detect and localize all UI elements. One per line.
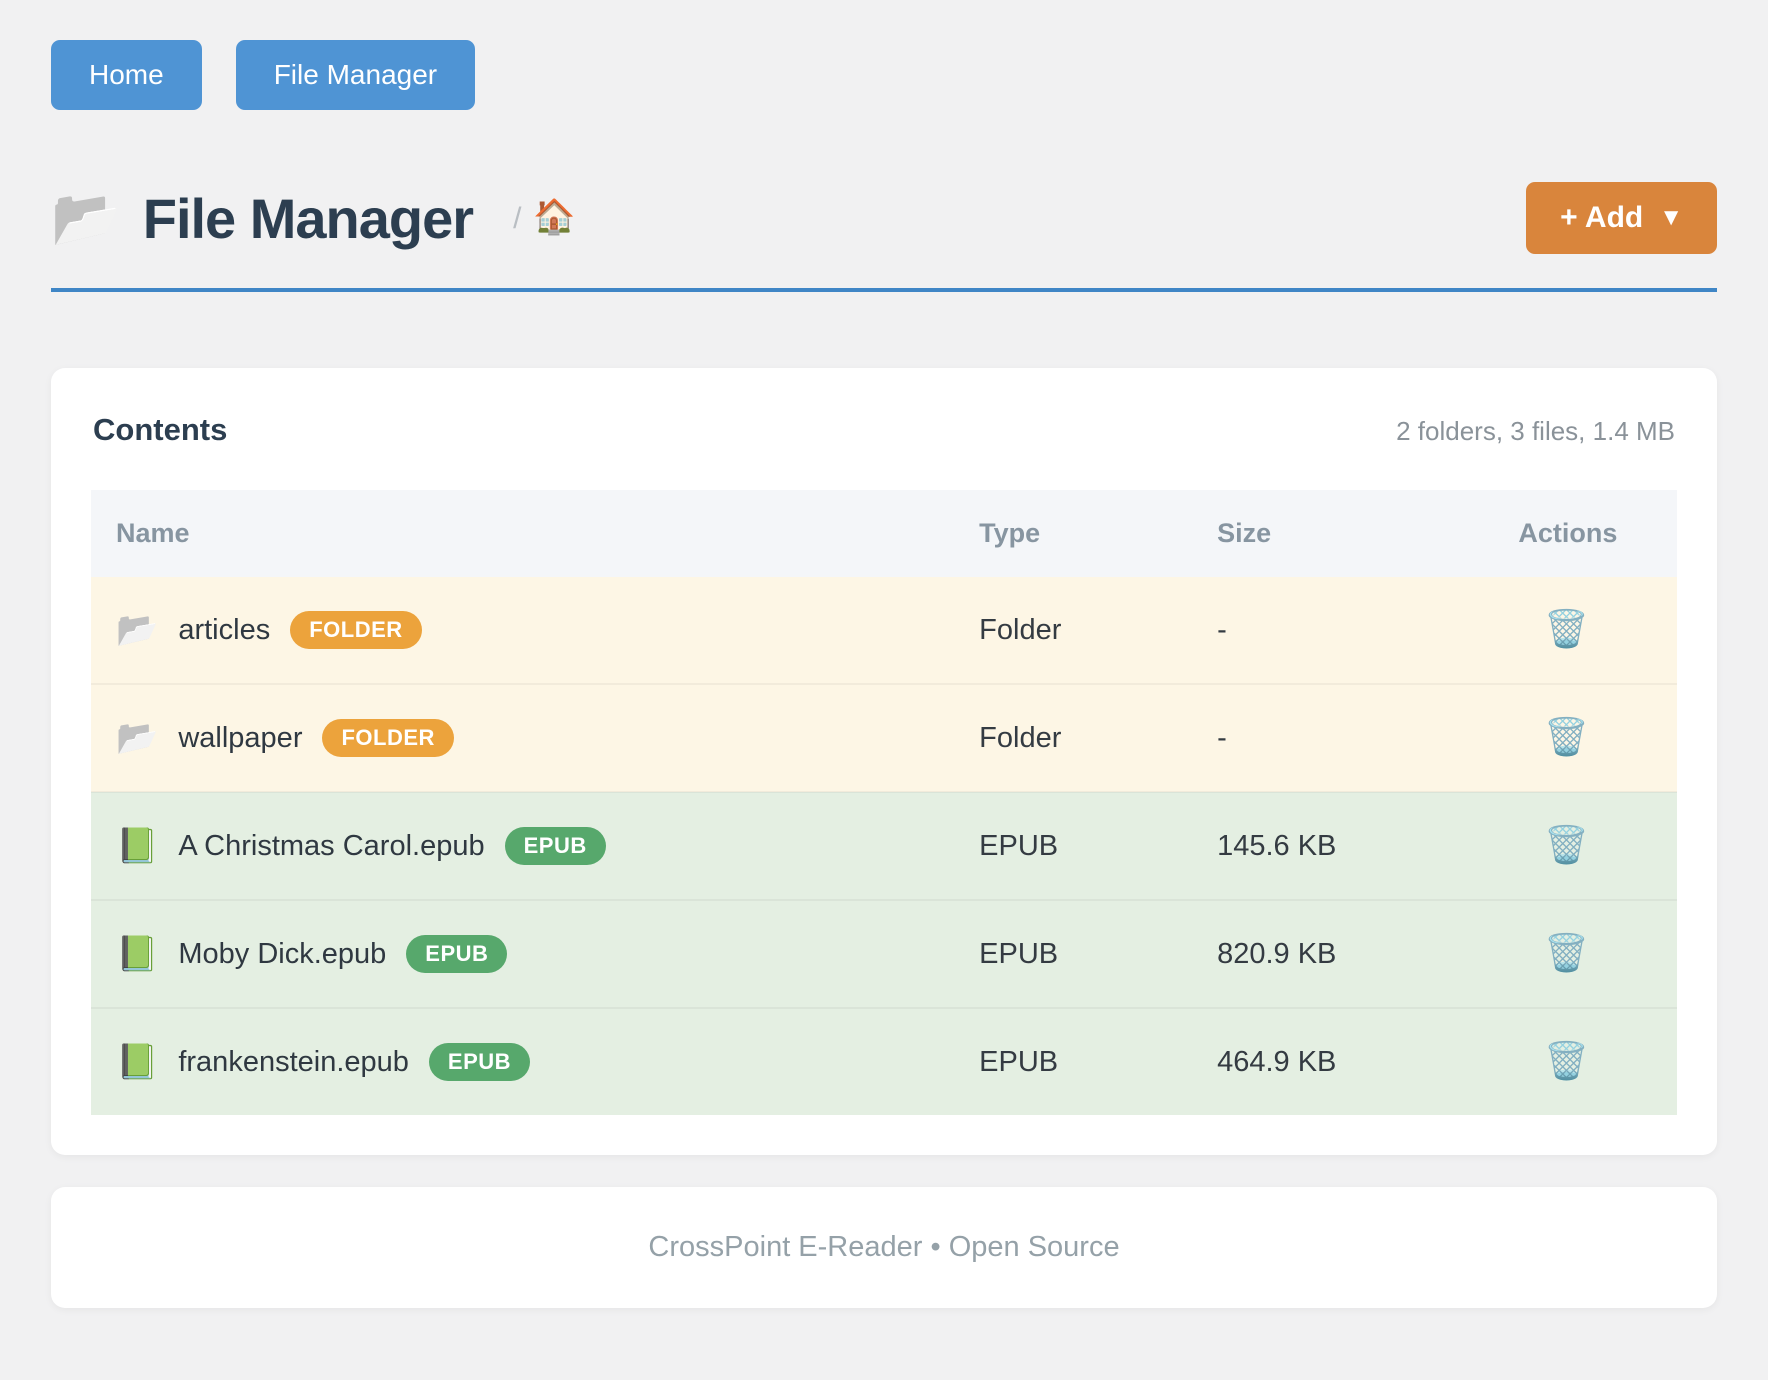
type-badge: EPUB — [428, 1043, 531, 1081]
item-type: Folder — [979, 683, 1218, 792]
breadcrumb-separator: / — [513, 202, 522, 235]
column-header-size: Size — [1217, 490, 1519, 577]
item-size: 820.9 KB — [1217, 899, 1519, 1008]
item-size: - — [1217, 683, 1519, 792]
breadcrumb: / 🏠 — [513, 200, 576, 236]
delete-button[interactable]: 🗑️ — [1544, 611, 1589, 647]
item-name-link[interactable]: Moby Dick.epub — [178, 937, 387, 970]
book-icon: 📗 — [116, 827, 159, 865]
delete-button[interactable]: 🗑️ — [1544, 827, 1589, 863]
table-header-row: Name Type Size Actions — [91, 490, 1677, 577]
column-header-type: Type — [979, 490, 1218, 577]
table-row: 📂 wallpaper FOLDER Folder - 🗑️ — [91, 683, 1677, 792]
delete-button[interactable]: 🗑️ — [1544, 1043, 1589, 1079]
item-name-link[interactable]: articles — [178, 613, 271, 646]
item-type: Folder — [979, 577, 1218, 684]
item-type: EPUB — [979, 791, 1218, 900]
page-title: File Manager — [142, 186, 474, 250]
item-name-link[interactable]: wallpaper — [178, 721, 303, 754]
footer: CrossPoint E-Reader • Open Source — [51, 1187, 1717, 1308]
item-name-link[interactable]: frankenstein.epub — [178, 1045, 409, 1078]
title-divider — [51, 288, 1717, 292]
page-header: 📂 File Manager / 🏠 + Add ▼ — [51, 182, 1717, 254]
item-size: 464.9 KB — [1217, 1007, 1519, 1115]
contents-summary: 2 folders, 3 files, 1.4 MB — [1396, 416, 1675, 446]
trash-icon: 🗑️ — [1544, 1040, 1590, 1081]
contents-heading: Contents — [93, 412, 228, 447]
book-icon: 📗 — [116, 1043, 159, 1081]
item-name-link[interactable]: A Christmas Carol.epub — [178, 829, 485, 862]
table-row: 📗 Moby Dick.epub EPUB EPUB 820.9 KB 🗑️ — [91, 899, 1677, 1008]
table-row: 📗 frankenstein.epub EPUB EPUB 464.9 KB 🗑… — [91, 1007, 1677, 1115]
add-button-label: + Add — [1560, 201, 1644, 234]
folder-icon: 📂 — [116, 719, 159, 757]
folder-icon: 📂 — [116, 611, 159, 649]
item-size: 145.6 KB — [1217, 791, 1519, 900]
chevron-down-icon: ▼ — [1659, 204, 1683, 231]
column-header-name: Name — [91, 490, 980, 577]
trash-icon: 🗑️ — [1544, 716, 1590, 757]
item-type: EPUB — [979, 899, 1218, 1008]
item-type: EPUB — [979, 1007, 1218, 1115]
file-manager-button[interactable]: File Manager — [235, 40, 476, 110]
page-title-group: 📂 File Manager / 🏠 — [51, 186, 576, 251]
delete-button[interactable]: 🗑️ — [1544, 719, 1589, 755]
contents-header: Contents 2 folders, 3 files, 1.4 MB — [91, 412, 1677, 448]
type-badge: EPUB — [406, 935, 508, 973]
trash-icon: 🗑️ — [1544, 608, 1590, 649]
top-nav: Home File Manager — [51, 40, 1717, 110]
folder-icon: 📂 — [51, 186, 121, 249]
table-row: 📂 articles FOLDER Folder - 🗑️ — [91, 577, 1677, 684]
type-badge: EPUB — [504, 827, 606, 865]
table-row: 📗 A Christmas Carol.epub EPUB EPUB 145.6… — [91, 791, 1677, 900]
type-badge: FOLDER — [290, 611, 422, 649]
book-icon: 📗 — [116, 935, 159, 973]
add-button[interactable]: + Add ▼ — [1526, 182, 1717, 254]
trash-icon: 🗑️ — [1544, 824, 1590, 865]
type-badge: FOLDER — [322, 719, 454, 757]
file-table: Name Type Size Actions 📂 articles FOLDER — [91, 490, 1677, 1115]
delete-button[interactable]: 🗑️ — [1544, 935, 1589, 971]
footer-text: CrossPoint E-Reader • Open Source — [648, 1231, 1120, 1263]
trash-icon: 🗑️ — [1544, 932, 1590, 973]
item-size: - — [1217, 577, 1519, 684]
home-button[interactable]: Home — [51, 40, 202, 110]
column-header-actions: Actions — [1518, 490, 1677, 577]
contents-card: Contents 2 folders, 3 files, 1.4 MB Name… — [51, 368, 1717, 1155]
home-icon[interactable]: 🏠 — [533, 198, 576, 236]
